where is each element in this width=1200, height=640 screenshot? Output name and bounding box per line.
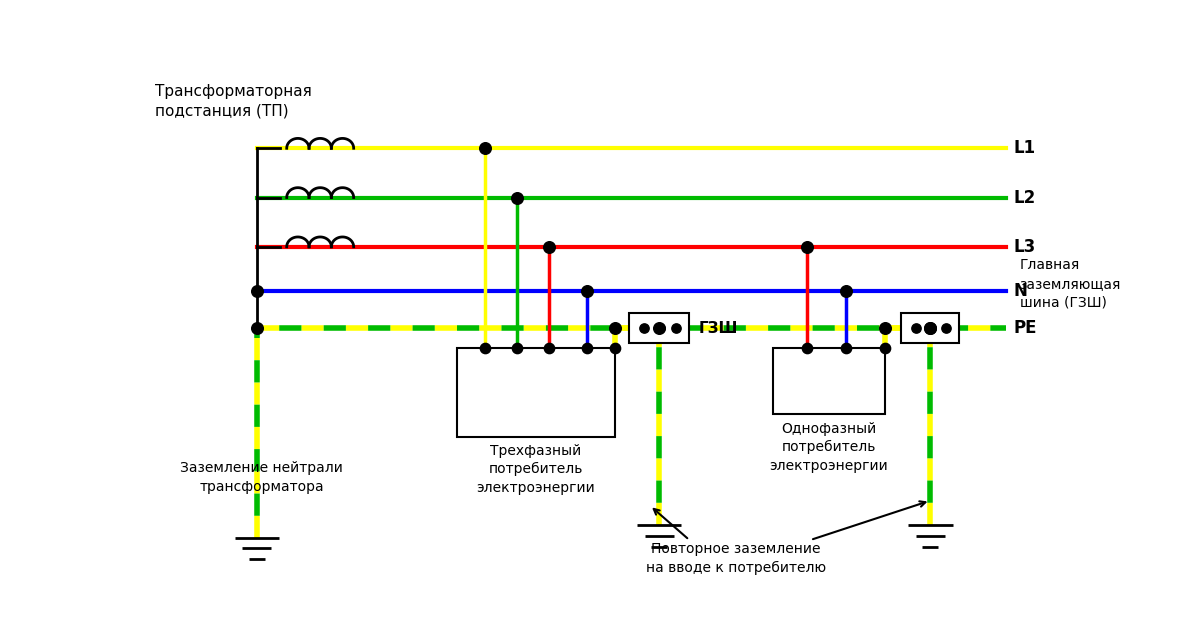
Point <box>475 143 494 154</box>
Point <box>577 286 596 296</box>
Point <box>875 342 894 353</box>
Point <box>797 342 816 353</box>
Point <box>606 342 625 353</box>
Point <box>649 323 668 333</box>
Point <box>508 193 527 203</box>
Text: Трансформаторная
подстанция (ТП): Трансформаторная подстанция (ТП) <box>155 84 312 119</box>
Point <box>650 323 670 333</box>
Text: Трехфазный
потребитель
электроэнергии: Трехфазный потребитель электроэнергии <box>476 444 595 495</box>
Point <box>920 323 940 333</box>
Point <box>606 323 625 333</box>
Text: PE: PE <box>1013 319 1037 337</box>
Point <box>906 323 925 333</box>
Point <box>539 242 558 252</box>
Point <box>539 342 558 353</box>
Bar <box>773 348 884 414</box>
Text: ГЗШ: ГЗШ <box>698 321 738 335</box>
Text: Заземление нейтрали
трансформатора: Заземление нейтрали трансформатора <box>180 461 343 493</box>
Point <box>797 242 816 252</box>
Text: L2: L2 <box>1013 189 1036 207</box>
Point <box>875 323 894 333</box>
Point <box>635 323 654 333</box>
Text: Повторное заземление
на вводе к потребителю: Повторное заземление на вводе к потребит… <box>646 543 826 575</box>
Point <box>836 286 856 296</box>
Point <box>666 323 685 333</box>
Bar <box>629 314 689 343</box>
Point <box>577 342 596 353</box>
Bar <box>457 348 616 436</box>
Point <box>508 342 527 353</box>
Point <box>475 342 494 353</box>
Text: Главная
заземляющая
шина (ГЗШ): Главная заземляющая шина (ГЗШ) <box>1020 259 1121 309</box>
Bar <box>901 314 959 343</box>
Point <box>247 286 266 296</box>
Point <box>937 323 956 333</box>
Text: L1: L1 <box>1013 140 1036 157</box>
Point <box>247 323 266 333</box>
Text: Однофазный
потребитель
электроэнергии: Однофазный потребитель электроэнергии <box>769 422 888 473</box>
Text: L3: L3 <box>1013 238 1036 256</box>
Text: N: N <box>1013 282 1027 300</box>
Point <box>836 342 856 353</box>
Point <box>920 323 940 333</box>
Point <box>922 323 941 333</box>
